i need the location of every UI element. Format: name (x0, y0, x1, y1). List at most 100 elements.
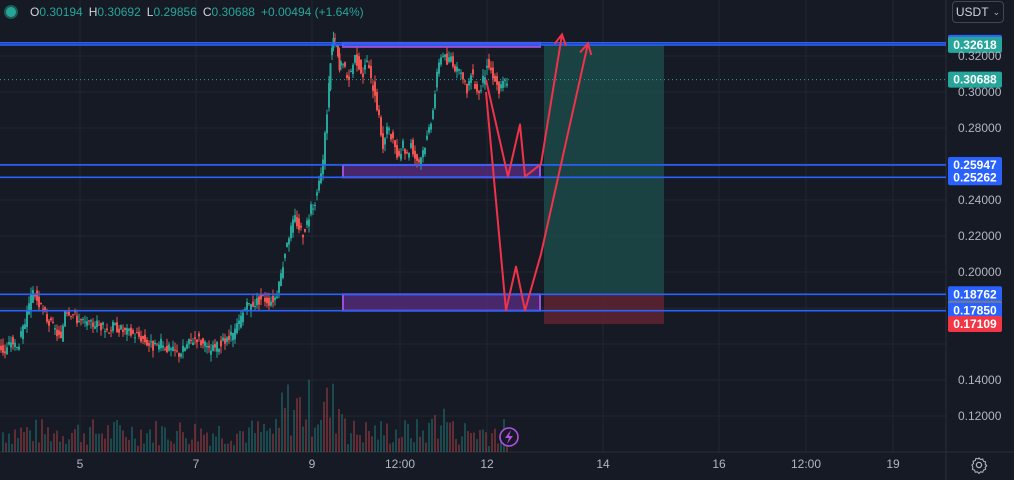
candle-body (482, 75, 484, 83)
volume-bar (164, 427, 166, 452)
candle-body (470, 75, 472, 83)
ohlc-change: +0.00494 (+1.64%) (260, 5, 364, 19)
volume-bar (479, 430, 481, 452)
projection-arrows[interactable] (485, 32, 593, 312)
price-tag-label: 0.17850 (953, 304, 997, 318)
volume-bar (167, 439, 169, 452)
arrow-head-icon (579, 41, 593, 56)
candle-body (448, 57, 450, 62)
volume-bar (230, 440, 232, 452)
candle-body (356, 54, 358, 66)
candle-body (100, 323, 102, 331)
chart-areas (342, 41, 664, 325)
candle-body (28, 303, 30, 315)
currency-selector[interactable]: USDT ⌄ (952, 1, 1004, 23)
time-axis[interactable]: 5 7 9 12:00 12 14 16 12:00 19 (77, 457, 900, 471)
volume-bar (455, 439, 457, 452)
candle-body (126, 328, 128, 335)
candle-body (412, 139, 414, 155)
candle-body (384, 138, 386, 145)
candle-body (252, 301, 254, 307)
volume-bar (323, 401, 325, 452)
volume-bar (494, 428, 496, 452)
candle-body (496, 76, 498, 85)
price-tag-box[interactable] (948, 286, 1002, 303)
candle-body (280, 273, 282, 287)
volume-bar (446, 422, 448, 452)
candle-body (335, 46, 338, 48)
candle-body (262, 294, 264, 296)
candle-body (180, 353, 182, 357)
candle-body (62, 325, 64, 342)
candle-body (136, 332, 138, 334)
candle-body (206, 346, 208, 348)
volume-bar (278, 427, 280, 452)
volume-bar (5, 442, 7, 452)
volume-bar (338, 408, 340, 452)
volume-bar (47, 427, 49, 452)
candle-body (340, 62, 342, 66)
candle-body (500, 84, 502, 89)
price-tag-box[interactable] (948, 36, 1002, 53)
event-markers[interactable] (499, 427, 519, 447)
price-tag-box[interactable] (948, 71, 1002, 88)
price-tag-box[interactable] (948, 169, 1002, 186)
candle-body (306, 220, 308, 225)
volume-bar (263, 423, 265, 452)
ohlc-high: H0.30692 (88, 5, 141, 19)
candle-body (250, 304, 252, 311)
volume-bar (440, 425, 442, 452)
volume-bar (422, 430, 424, 452)
volume-bar (407, 423, 409, 452)
candle-body (240, 315, 242, 328)
candle-body (4, 351, 6, 354)
candle-body (478, 91, 480, 94)
candle-body (338, 53, 341, 70)
volume-bar (65, 443, 67, 452)
levels[interactable] (0, 42, 946, 312)
candle-body (456, 66, 458, 72)
candle-body (378, 109, 380, 116)
candle-body (38, 296, 40, 308)
candle-body (358, 56, 360, 70)
volume-bar (155, 420, 157, 452)
candle-body (350, 70, 352, 72)
chevron-down-icon: ⌄ (992, 6, 1001, 17)
price-tag-box[interactable] (948, 302, 1002, 319)
candle-body (434, 93, 436, 108)
projection-arrow-1[interactable] (485, 34, 563, 178)
candle-body (292, 219, 294, 233)
volume-bar (314, 427, 316, 452)
price-axis[interactable]: 0.30000 0.28000 0.24000 0.22000 0.20000 0.140… (948, 34, 1002, 423)
candle-body (268, 297, 270, 306)
candle-body (318, 180, 320, 191)
volume-bar (74, 429, 76, 452)
volume-bar (317, 424, 319, 452)
candle-body (0, 345, 2, 351)
price-tag-box[interactable] (948, 316, 1002, 333)
demand-zone[interactable] (342, 293, 541, 312)
volume-bar (209, 445, 211, 452)
volume-bar (2, 432, 4, 452)
time-tick-label: 16 (712, 457, 726, 471)
candle-body (212, 344, 214, 352)
candle-body (24, 324, 26, 329)
candle-body (462, 72, 464, 80)
volume-bar (359, 435, 361, 452)
candle-body (246, 302, 248, 310)
volume-bar (71, 432, 73, 452)
volume-bar (284, 407, 286, 452)
candle-body (374, 81, 376, 96)
candle-body (144, 334, 146, 343)
projection-arrow-2[interactable] (485, 43, 589, 312)
candle-body (488, 59, 490, 68)
symbol-status-icon[interactable] (6, 7, 16, 17)
price-tag-box[interactable] (948, 156, 1002, 173)
volume-bar (56, 430, 58, 452)
volume-bar (482, 429, 484, 452)
price-tick-label: 0.12000 (958, 409, 1002, 423)
candle-body (254, 305, 256, 307)
candle-body (442, 55, 444, 57)
gear-icon[interactable] (970, 456, 988, 474)
